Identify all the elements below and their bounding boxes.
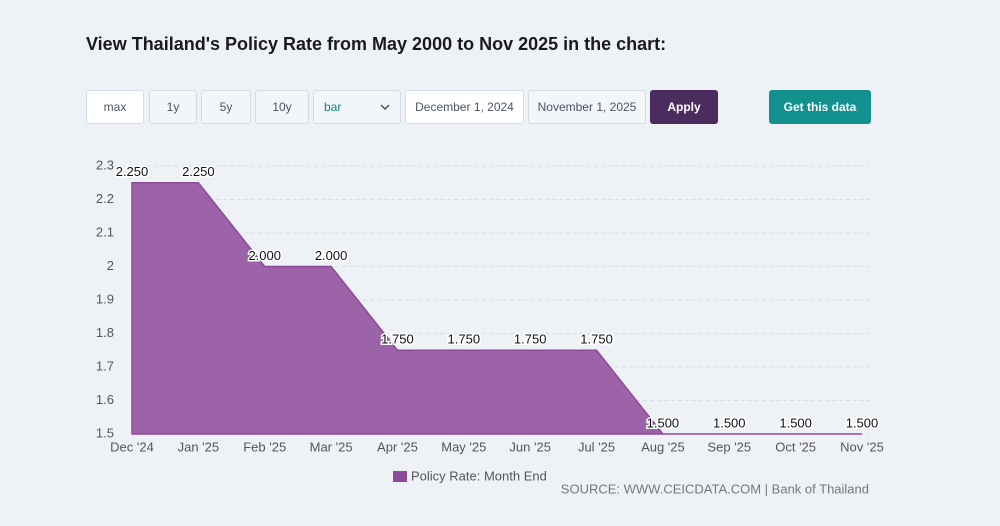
x-tick-label: Oct '25 bbox=[775, 439, 816, 454]
x-tick-label: Mar '25 bbox=[310, 439, 353, 454]
x-tick-label: Jul '25 bbox=[578, 439, 615, 454]
data-label: 2.250 bbox=[116, 164, 149, 179]
data-label: 1.500 bbox=[846, 415, 879, 430]
legend-label: Policy Rate: Month End bbox=[411, 468, 547, 483]
apply-button[interactable]: Apply bbox=[650, 90, 718, 124]
data-label: 1.500 bbox=[647, 415, 680, 430]
data-label: 2.000 bbox=[248, 248, 281, 263]
range-button[interactable]: max bbox=[86, 90, 144, 124]
start-date-input[interactable]: December 1, 2024 bbox=[405, 90, 524, 124]
x-tick-label: Jun '25 bbox=[509, 439, 551, 454]
y-tick-label: 1.9 bbox=[96, 291, 114, 306]
data-label: 1.750 bbox=[381, 332, 414, 347]
x-tick-label: Apr '25 bbox=[377, 439, 418, 454]
x-tick-label: Dec '24 bbox=[110, 439, 154, 454]
y-tick-label: 1.6 bbox=[96, 392, 114, 407]
end-date-input[interactable]: November 1, 2025 bbox=[528, 90, 646, 124]
data-label: 2.250 bbox=[182, 164, 215, 179]
y-tick-label: 1.8 bbox=[96, 325, 114, 340]
data-label: 1.750 bbox=[448, 332, 481, 347]
data-label: 1.500 bbox=[779, 415, 812, 430]
x-tick-label: May '25 bbox=[441, 439, 486, 454]
x-tick-label: Nov '25 bbox=[840, 439, 884, 454]
range-button[interactable]: 1y bbox=[149, 90, 197, 124]
x-tick-label: Aug '25 bbox=[641, 439, 685, 454]
select-value: bar bbox=[324, 100, 342, 114]
legend-swatch bbox=[393, 471, 407, 482]
y-tick-label: 2.3 bbox=[96, 157, 114, 172]
x-tick-label: Sep '25 bbox=[707, 439, 751, 454]
data-label: 1.750 bbox=[514, 332, 547, 347]
data-label: 2.000 bbox=[315, 248, 348, 263]
data-label: 1.500 bbox=[713, 415, 746, 430]
x-tick-label: Feb '25 bbox=[243, 439, 286, 454]
y-tick-label: 2.1 bbox=[96, 224, 114, 239]
chevron bbox=[380, 104, 390, 110]
y-tick-label: 2 bbox=[107, 258, 114, 273]
range-button[interactable]: 5y bbox=[201, 90, 251, 124]
get-data-button[interactable]: Get this data bbox=[769, 90, 871, 124]
data-label: 1.750 bbox=[580, 332, 613, 347]
y-tick-label: 1.7 bbox=[96, 358, 114, 373]
x-tick-label: Jan '25 bbox=[178, 439, 220, 454]
area bbox=[131, 182, 862, 435]
chart: 1.5 1.6 1.7 1.8 1.9 2 2.1 2.2 2.3 Dec '24 Jan '25 F… bbox=[96, 157, 884, 496]
y-tick-label: 1.5 bbox=[96, 425, 114, 440]
y-tick-label: 2.2 bbox=[96, 191, 114, 206]
source-note: SOURCE: WWW.CEICDATA.COM | Bank of Thail… bbox=[561, 481, 869, 496]
chart-type-select[interactable]: bar bbox=[313, 90, 401, 124]
range-button[interactable]: 10y bbox=[255, 90, 309, 124]
page-title: View Thailand's Policy Rate from May 200… bbox=[86, 34, 667, 54]
